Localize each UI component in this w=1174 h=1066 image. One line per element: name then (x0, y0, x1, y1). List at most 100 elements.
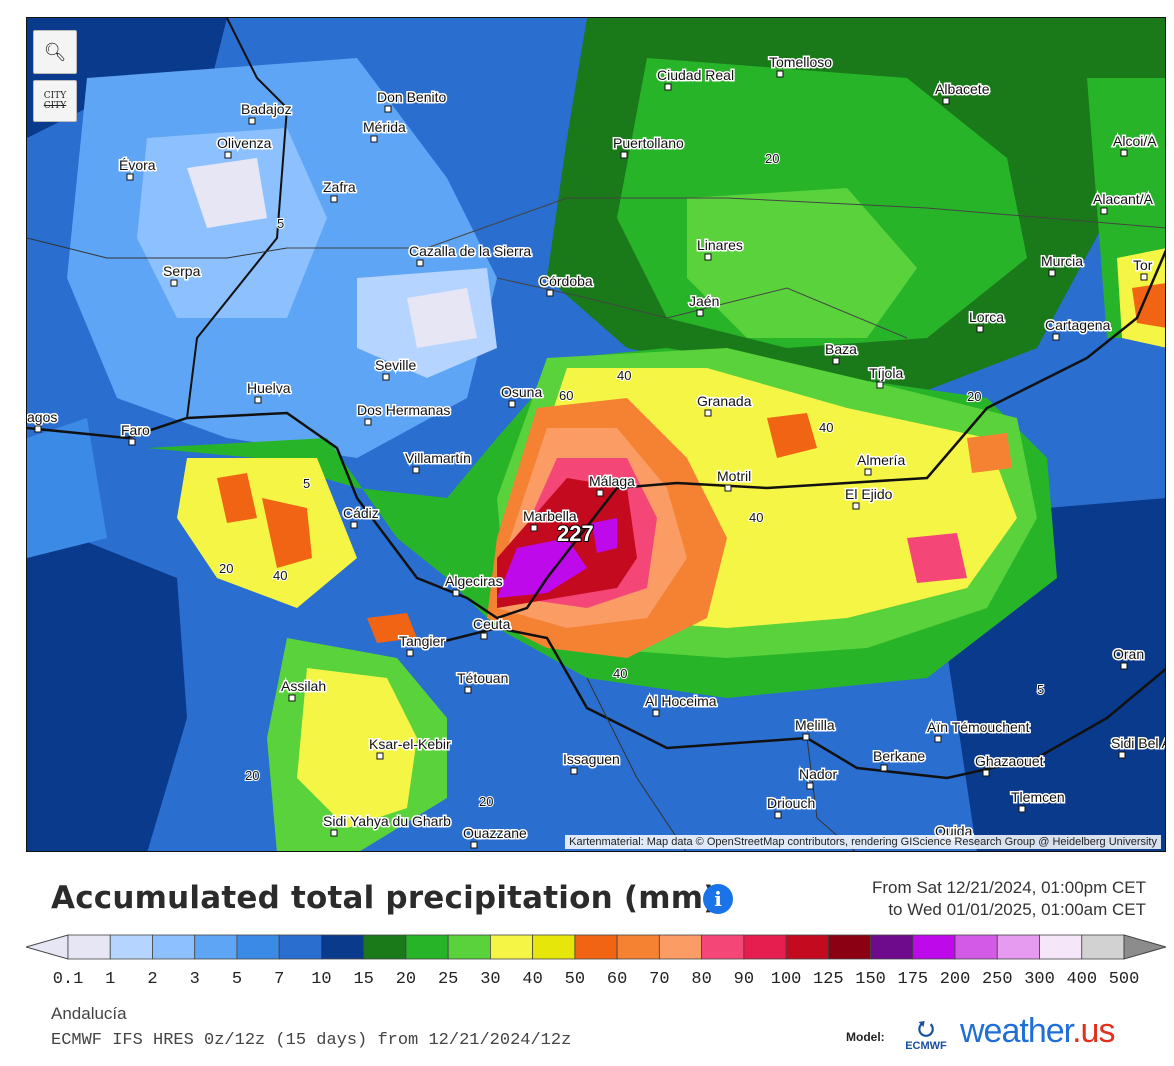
legend-tick: 5 (231, 970, 243, 989)
legend-tick: 175 (897, 970, 929, 989)
contour-label: 5 (277, 216, 284, 231)
legend-tick: 60 (606, 970, 628, 989)
model-label: Model: (846, 1030, 885, 1044)
city-marker (330, 829, 338, 837)
city-marker (330, 195, 338, 203)
city-marker (852, 502, 860, 510)
city-marker (570, 767, 578, 775)
city-label: Villamartín (405, 450, 471, 466)
city-label: Mérida (363, 119, 406, 135)
legend-tick: 0.1 (52, 970, 84, 989)
city-label: Huelva (247, 380, 291, 396)
city-marker (1120, 149, 1128, 157)
legend-tick: 200 (939, 970, 971, 989)
contour-label: 60 (559, 388, 573, 403)
city-marker (546, 289, 554, 297)
city-marker (774, 811, 782, 819)
city-label: Melilla (795, 717, 835, 733)
city-marker (1100, 207, 1108, 215)
legend-swatch (912, 934, 956, 960)
city-label: Ghazaouet (975, 753, 1044, 769)
city-marker (1140, 273, 1148, 281)
city-label: Cazalla de la Sierra (409, 243, 531, 259)
city-label: Seville (375, 357, 416, 373)
city-marker (1048, 269, 1056, 277)
city-label: Tor (1133, 257, 1153, 273)
city-marker (876, 381, 884, 389)
city-marker (1052, 333, 1060, 341)
legend-tick: 125 (813, 970, 844, 989)
legend-swatch (785, 934, 829, 960)
city-marker (832, 357, 840, 365)
city-label: Puertollano (613, 135, 684, 151)
city-label: Lorca (969, 309, 1004, 325)
legend-swatch (447, 934, 491, 960)
zoom-out-icon: 🔍︎ (43, 41, 67, 63)
city-label: Berkane (873, 748, 925, 764)
contour-label: 40 (273, 568, 287, 583)
legend-swatch (996, 934, 1040, 960)
city-label: Córdoba (539, 273, 593, 289)
city-marker (224, 151, 232, 159)
info-icon[interactable]: i (703, 884, 733, 914)
city-label: Almería (857, 452, 905, 468)
city-marker (1118, 751, 1126, 759)
brand-tld: .us (1072, 1012, 1115, 1050)
chart-title: Accumulated total precipitation (mm) (51, 880, 718, 916)
legend-swatch (743, 934, 787, 960)
city-marker (802, 733, 810, 741)
legend-swatch (321, 934, 365, 960)
weather-us-logo[interactable]: weather.us (960, 1012, 1115, 1051)
zoom-out-button[interactable]: 🔍︎ (33, 30, 77, 74)
peak-value: 227 (557, 521, 594, 546)
legend-swatch (152, 934, 196, 960)
city-marker (128, 438, 136, 446)
city-marker (126, 173, 134, 181)
legend-swatch (1081, 934, 1125, 960)
ecmwf-logo-text: ECMWF (905, 1040, 947, 1052)
precipitation-map[interactable]: 5 5 5 20 20 20 20 20 40 40 40 40 40 60 2… (26, 17, 1166, 852)
legend-tick: 90 (733, 970, 755, 989)
city-label: Tomelloso (769, 54, 832, 70)
city-label: Tangier (399, 633, 445, 649)
city-marker (942, 97, 950, 105)
contour-label: 40 (819, 420, 833, 435)
legend-tick: 10 (311, 970, 332, 989)
city-toggle-label-struck: CITY (43, 101, 67, 111)
city-marker (776, 70, 784, 78)
legend-swatch (574, 934, 618, 960)
city-labels-toggle[interactable]: CITY CITY (33, 80, 77, 122)
city-marker (170, 279, 178, 287)
city-marker (416, 259, 424, 267)
legend-tick: 15 (353, 970, 374, 989)
city-marker (254, 396, 262, 404)
contour-label: 40 (749, 510, 763, 525)
legend-tick: 500 (1108, 970, 1140, 989)
legend-tick: 20 (395, 970, 417, 989)
city-marker (384, 105, 392, 113)
city-label: Zafra (323, 179, 356, 195)
city-marker (530, 524, 538, 532)
city-marker (724, 484, 732, 492)
legend-tick: 25 (437, 970, 459, 989)
city-marker (620, 151, 628, 159)
city-marker (1018, 805, 1026, 813)
city-label: Ouazzane (463, 825, 527, 841)
city-marker (704, 253, 712, 261)
city-marker (464, 686, 472, 694)
legend-tick: 3 (189, 970, 200, 989)
city-marker (880, 764, 888, 772)
range-from: From Sat 12/21/2024, 01:00pm CET (871, 878, 1146, 897)
legend-tick: 250 (981, 970, 1013, 989)
legend-swatch (870, 934, 914, 960)
legend-tick: 50 (564, 970, 586, 989)
ecmwf-logo[interactable]: ⭮ ECMWF (896, 1018, 956, 1058)
city-label: Badajoz (241, 101, 292, 117)
city-label: Sidi Bel Ab (1111, 735, 1166, 751)
city-marker (370, 135, 378, 143)
city-marker (480, 632, 488, 640)
city-marker (470, 841, 478, 849)
city-label: Linares (697, 237, 743, 253)
city-label: Alcoi/A (1113, 133, 1157, 149)
contour-label: 5 (303, 476, 310, 491)
